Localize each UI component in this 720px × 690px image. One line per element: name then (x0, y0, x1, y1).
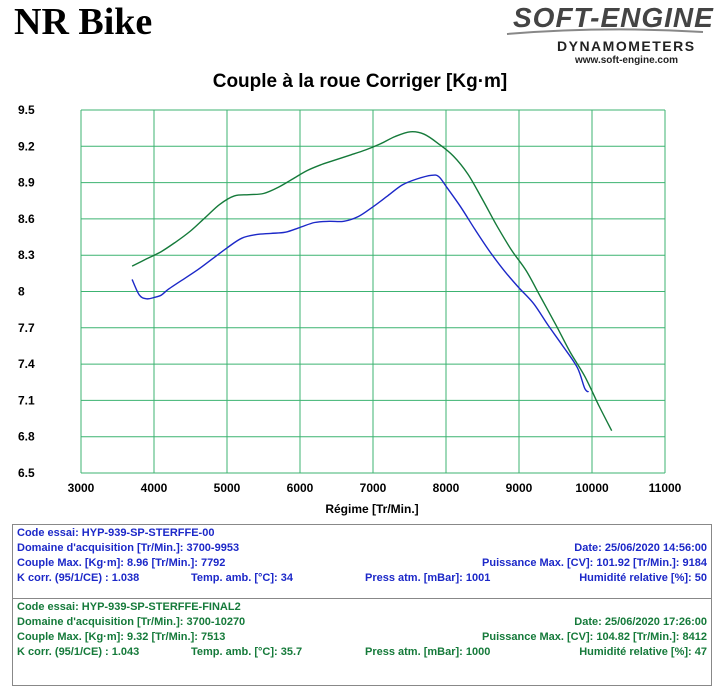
x-tick-label: 4000 (141, 481, 168, 495)
y-tick-label: 7.7 (18, 321, 35, 335)
run1-code: Code essai: HYP-939-SP-STERFFE-00 (17, 527, 215, 539)
chart-title: Couple à la roue Corriger [Kg·m] (213, 71, 508, 92)
x-tick-label: 9000 (506, 481, 533, 495)
run1-date: Date: 25/06/2020 14:56:00 (574, 542, 707, 554)
torque-chart: Couple à la roue Corriger [Kg·m] Régime … (18, 71, 682, 516)
run1-k-corr: K corr. (95/1/CE) : 1.038 (17, 572, 140, 584)
run1-domain: Domaine d'acquisition [Tr/Min.]: 3700-99… (17, 542, 240, 554)
series-line-1 (131, 174, 590, 393)
run1-couple-max: Couple Max. [Kg·m]: 8.96 [Tr/Min.]: 7792 (17, 557, 226, 569)
y-tick-label: 8.6 (18, 212, 35, 226)
x-tick-label: 11000 (649, 481, 682, 495)
y-tick-label: 8.9 (18, 176, 35, 190)
run2-couple-max: Couple Max. [Kg·m]: 9.32 [Tr/Min.]: 7513 (17, 631, 226, 643)
logo-sub-text: DYNAMOMETERS (557, 38, 696, 54)
y-tick-label: 8 (18, 285, 25, 299)
x-tick-label: 8000 (433, 481, 460, 495)
run1-humid: Humidité relative [%]: 50 (579, 572, 707, 584)
run2-puissance-max: Puissance Max. [CV]: 104.82 [Tr/Min.]: 8… (482, 631, 707, 643)
logo-main-text: SOFT-ENGINE (513, 2, 714, 33)
run2-humid: Humidité relative [%]: 47 (579, 646, 707, 658)
run2-temp: Temp. amb. [°C]: 35.7 (191, 646, 303, 658)
x-tick-label: 5000 (214, 481, 241, 495)
y-tick-label: 9.2 (18, 139, 35, 153)
x-tick-label: 3000 (68, 481, 95, 495)
x-tick-label: 10000 (575, 481, 609, 495)
run2-k-corr: K corr. (95/1/CE) : 1.043 (17, 646, 140, 658)
y-tick-label: 6.5 (18, 466, 35, 480)
run1-puissance-max: Puissance Max. [CV]: 101.92 [Tr/Min.]: 9… (482, 557, 707, 569)
y-tick-label: 6.8 (18, 430, 35, 444)
page-title: NR Bike (14, 1, 153, 43)
run2-date: Date: 25/06/2020 17:26:00 (574, 616, 707, 628)
run2-press: Press atm. [mBar]: 1000 (365, 646, 491, 658)
y-tick-label: 7.4 (18, 357, 35, 371)
run1-temp: Temp. amb. [°C]: 34 (191, 572, 293, 584)
series-line-2 (131, 131, 613, 432)
run1-press: Press atm. [mBar]: 1001 (365, 572, 491, 584)
x-tick-label: 6000 (287, 481, 314, 495)
y-tick-label: 9.5 (18, 103, 35, 117)
run2-code: Code essai: HYP-939-SP-STERFFE-FINAL2 (17, 601, 241, 613)
run1-info-panel: Code essai: HYP-939-SP-STERFFE-00 Domain… (12, 524, 712, 599)
y-tick-label: 8.3 (18, 248, 35, 262)
y-tick-label: 7.1 (18, 393, 35, 407)
logo-swoosh-icon (506, 28, 704, 35)
run2-domain: Domaine d'acquisition [Tr/Min.]: 3700-10… (17, 616, 246, 628)
run2-info-panel: Code essai: HYP-939-SP-STERFFE-FINAL2 Do… (12, 598, 712, 686)
logo-url-text: www.soft-engine.com (575, 55, 678, 66)
soft-engine-logo: SOFT-ENGINE DYNAMOMETERS www.soft-engine… (505, 2, 715, 68)
x-tick-label: 7000 (360, 481, 387, 495)
x-axis-label: Régime [Tr/Min.] (325, 502, 418, 516)
